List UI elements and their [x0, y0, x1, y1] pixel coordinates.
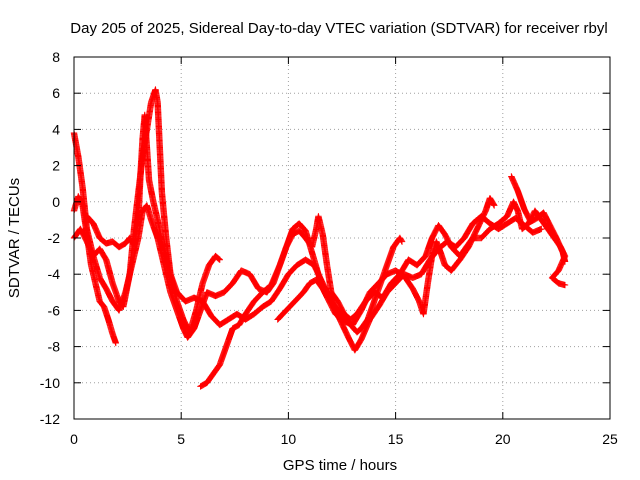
data-point [216, 256, 223, 263]
data-point [538, 225, 545, 233]
data-series [70, 86, 569, 390]
y-tick-label: 0 [52, 194, 60, 210]
y-tick-label: 6 [52, 85, 60, 101]
x-tick-label: 25 [602, 431, 618, 447]
y-tick-label: -4 [48, 266, 61, 282]
series-track-6 [274, 194, 498, 329]
y-tick-label: 2 [52, 158, 60, 174]
y-tick-label: -12 [40, 411, 60, 427]
grid-lines [74, 57, 610, 419]
y-tick-label: 8 [52, 49, 60, 65]
data-point [215, 255, 222, 262]
x-tick-label: 0 [70, 431, 78, 447]
y-tick-label: -8 [48, 339, 61, 355]
y-axis-label: SDTVAR / TECUs [6, 178, 23, 298]
series-track-4 [83, 111, 545, 354]
y-tick-label: 4 [52, 121, 60, 137]
x-tick-label: 20 [495, 431, 511, 447]
axis-tick-labels: 0 5 10 15 20 25 -12 -10 -8 -6 -4 -2 0 2 4 6 8 [40, 49, 618, 447]
data-point [398, 238, 406, 245]
x-axis-label: GPS time / hours [283, 457, 397, 474]
y-tick-label: -2 [48, 230, 61, 246]
data-point [490, 201, 497, 208]
series-track-5 [197, 198, 569, 390]
data-point [215, 255, 223, 263]
chart-title: Day 205 of 2025, Sidereal Day-to-day VTE… [70, 20, 607, 37]
y-tick-label: -10 [40, 375, 60, 391]
x-tick-label: 15 [388, 431, 404, 447]
data-point [112, 339, 120, 347]
data-point [561, 258, 569, 265]
series-track-7 [508, 173, 569, 265]
data-point [491, 202, 498, 209]
x-tick-label: 10 [281, 431, 297, 447]
y-tick-label: -6 [48, 302, 61, 318]
x-tick-label: 5 [177, 431, 185, 447]
data-point [398, 237, 405, 244]
axis-ticks [73, 56, 611, 420]
data-point [561, 281, 569, 289]
